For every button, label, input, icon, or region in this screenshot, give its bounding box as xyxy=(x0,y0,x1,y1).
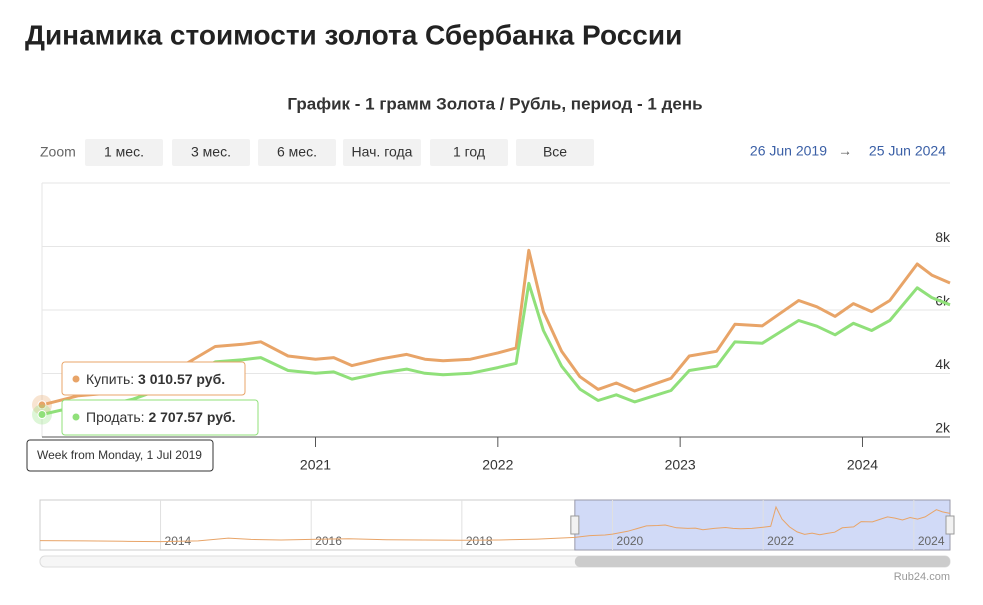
zoom-button-label[interactable]: 1 мес. xyxy=(104,144,144,160)
tooltip-buy-value: 3 010.57 руб. xyxy=(138,371,225,387)
navigator-line xyxy=(39,505,951,543)
navigator-handle[interactable] xyxy=(945,515,955,535)
y-tick-label: 4k xyxy=(935,356,951,372)
zoom-button[interactable] xyxy=(516,139,594,166)
navigator-handle[interactable] xyxy=(570,515,580,535)
page-title: Динамика стоимости золота Сбербанка Росс… xyxy=(25,19,682,50)
navigator-tick-label: 2022 xyxy=(767,534,794,548)
tooltip-date-box xyxy=(26,439,214,472)
zoom-button-label[interactable]: Нач. года xyxy=(352,144,413,160)
navigator: 2014 2016 2018 2020 2022 2024 xyxy=(39,499,955,568)
tooltip: Купить: 3 010.57 руб. Продать: 2 707.57 … xyxy=(26,361,259,472)
zoom-button-label[interactable]: 3 мес. xyxy=(191,144,231,160)
zoom-button[interactable] xyxy=(172,139,250,166)
zoom-button[interactable] xyxy=(258,139,336,166)
range-arrow: → xyxy=(838,143,852,159)
navigator-tick-label: 2018 xyxy=(466,534,493,548)
y-tick-label: 8k xyxy=(935,229,951,245)
x-tick-label: 2023 xyxy=(665,457,696,473)
navigator-selection[interactable] xyxy=(574,499,951,551)
navigator-tick-label: 2024 xyxy=(918,534,945,548)
series-line xyxy=(41,281,951,416)
scrollbar-thumb[interactable] xyxy=(574,556,950,567)
navigator-tick-label: 2020 xyxy=(617,534,644,548)
tooltip-buy-dot xyxy=(72,375,80,383)
zoom-button-label[interactable]: 6 мес. xyxy=(277,144,317,160)
hover-point xyxy=(37,400,47,410)
range-to[interactable]: 25 Jun 2024 xyxy=(869,143,946,159)
tooltip-date: Week from Monday, 1 Jul 2019 xyxy=(37,448,202,462)
tooltip-buy-box xyxy=(61,361,246,396)
credit[interactable]: Rub24.com xyxy=(894,571,950,583)
tooltip-sell-value: 2 707.57 руб. xyxy=(148,409,235,425)
zoom-button-label[interactable]: Все xyxy=(543,144,567,160)
y-tick-label: 2k xyxy=(935,420,951,436)
chart-title: График - 1 грамм Золота / Рубль, период … xyxy=(287,94,702,113)
zoom-label: Zoom xyxy=(40,144,76,160)
zoom-button[interactable] xyxy=(343,139,421,166)
x-tick-label: 2021 xyxy=(300,457,331,473)
tooltip-sell-label: Продать: xyxy=(86,409,145,425)
navigator-tick-label: 2016 xyxy=(315,534,342,548)
tooltip-sell: Продать: 2 707.57 руб. xyxy=(86,409,236,425)
tooltip-sell-box xyxy=(61,399,259,436)
tooltip-buy: Купить: 3 010.57 руб. xyxy=(86,371,225,387)
navigator-frame xyxy=(39,499,951,551)
x-tick-label: 2024 xyxy=(847,457,878,473)
zoom-button[interactable] xyxy=(85,139,163,166)
zoom-button[interactable] xyxy=(430,139,508,166)
x-tick-label: 2022 xyxy=(482,457,513,473)
tooltip-buy-label: Купить: xyxy=(86,371,134,387)
zoom-button-label[interactable]: 1 год xyxy=(453,144,485,160)
hover-point xyxy=(37,410,47,420)
zoom-buttons: 1 мес. 3 мес. 6 мес. Нач. года 1 год Все xyxy=(85,139,594,166)
series-line xyxy=(41,248,951,407)
tooltip-sell-dot xyxy=(72,413,80,421)
range-from[interactable]: 26 Jun 2019 xyxy=(750,143,827,159)
